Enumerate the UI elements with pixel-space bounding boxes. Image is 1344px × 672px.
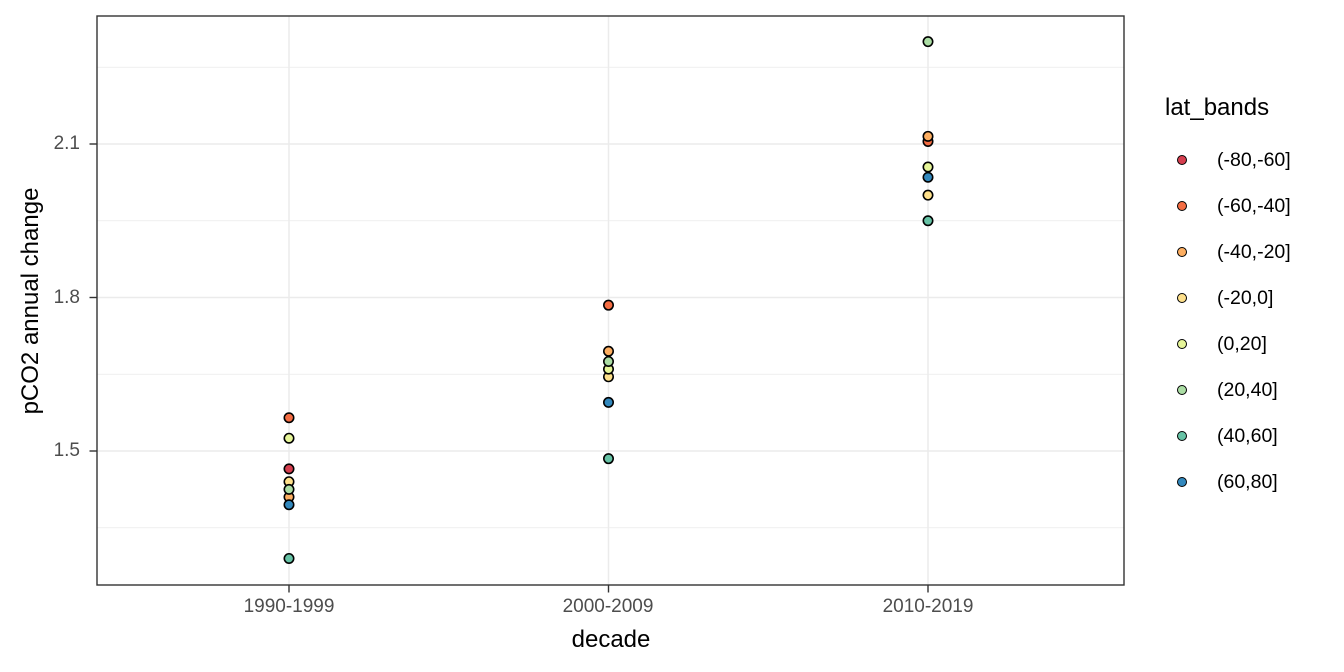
legend-key-dot (1177, 293, 1187, 303)
legend-key-label: (-60,-40] (1217, 195, 1291, 217)
panel-border (96, 15, 1125, 586)
legend-key-label: (-80,-60] (1217, 149, 1291, 171)
data-point (922, 130, 934, 142)
x-tick-label: 2010-2019 (882, 596, 974, 617)
legend-item: (-40,-20] (1163, 240, 1291, 264)
legend-key-label: (0,20] (1217, 333, 1267, 355)
data-point (283, 432, 295, 444)
data-point (602, 396, 614, 408)
data-point (283, 499, 295, 511)
legend-item: (60,80] (1163, 470, 1291, 494)
data-point (922, 171, 934, 183)
y-axis-title: pCO2 annual change (17, 187, 44, 415)
legend-key-dot (1177, 339, 1187, 349)
legend-item: (-60,-40] (1163, 194, 1291, 218)
data-point (922, 189, 934, 201)
legend-key-dot (1177, 247, 1187, 257)
legend-item: (-20,0] (1163, 286, 1291, 310)
data-point (602, 453, 614, 465)
legend-key-dot (1177, 201, 1187, 211)
data-point (922, 161, 934, 173)
data-point (283, 463, 295, 475)
y-tick-label: 2.1 (53, 133, 80, 154)
data-point (283, 483, 295, 495)
legend-key-dot (1177, 385, 1187, 395)
legend-key-dot (1177, 431, 1187, 441)
legend-item: (20,40] (1163, 378, 1291, 402)
legend-key-label: (60,80] (1217, 471, 1278, 493)
data-point (602, 355, 614, 367)
legend-key-dot (1177, 155, 1187, 165)
data-point (602, 299, 614, 311)
data-point (283, 412, 295, 424)
data-point (922, 36, 934, 48)
x-tick-label: 1990-1999 (243, 596, 335, 617)
legend-item: (40,60] (1163, 424, 1291, 448)
legend-title: lat_bands (1165, 94, 1270, 121)
legend-key-label: (20,40] (1217, 379, 1278, 401)
legend-item: (-80,-60] (1163, 148, 1291, 172)
data-point (602, 345, 614, 357)
legend-key-dot (1177, 477, 1187, 487)
data-point (922, 215, 934, 227)
legend: lat_bands (-80,-60] (-60,-40] (-40,-20] … (1163, 94, 1291, 516)
y-tick-label: 1.8 (53, 287, 80, 308)
legend-item: (0,20] (1163, 332, 1291, 356)
x-axis-title: decade (571, 626, 651, 653)
y-tick-label: 1.5 (53, 440, 80, 461)
data-point (283, 552, 295, 564)
legend-key-label: (40,60] (1217, 425, 1278, 447)
legend-key-label: (-40,-20] (1217, 241, 1291, 263)
legend-key-label: (-20,0] (1217, 287, 1274, 309)
x-tick-label: 2000-2009 (562, 596, 654, 617)
